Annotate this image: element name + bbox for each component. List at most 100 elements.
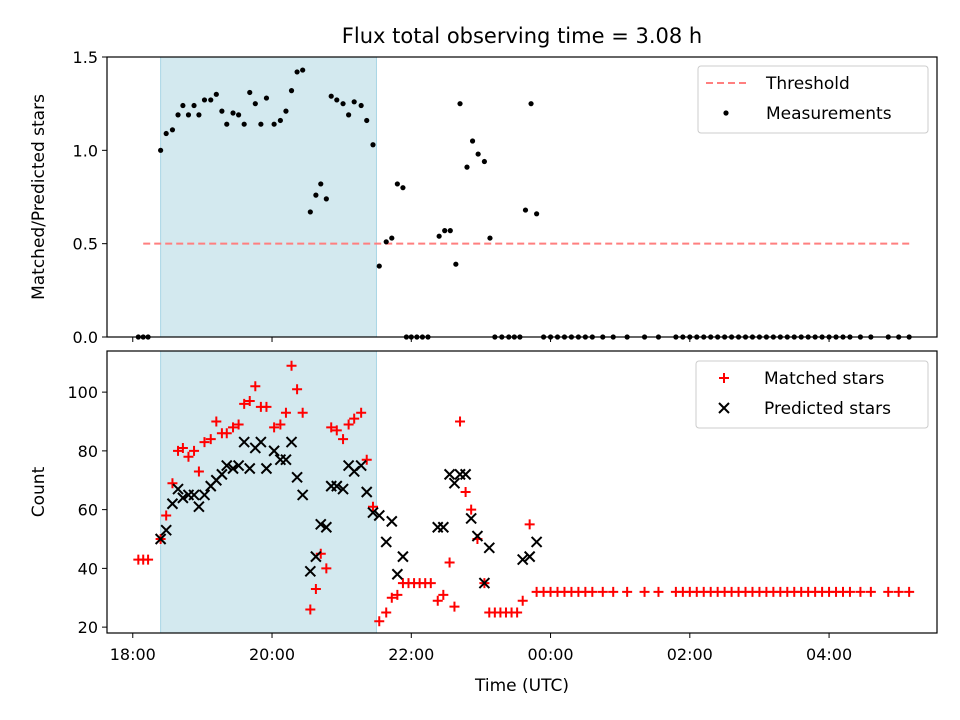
plot-frame xyxy=(106,56,938,338)
measurement-point xyxy=(318,181,324,187)
y-axis-label: Count xyxy=(29,466,49,517)
matched-point xyxy=(326,422,337,433)
legend-label: Threshold xyxy=(765,74,850,94)
measurement-point xyxy=(313,192,319,198)
predicted-point xyxy=(221,459,233,472)
y-tick-label: 20 xyxy=(78,618,98,637)
y-tick-label: 0.5 xyxy=(73,235,98,254)
matched-point xyxy=(361,454,372,465)
predicted-point xyxy=(523,550,536,563)
predicted-point xyxy=(367,506,379,519)
plot-frame xyxy=(106,350,938,634)
matched-point xyxy=(338,434,349,445)
measurement-point xyxy=(201,97,208,103)
measurement-point xyxy=(213,91,219,97)
measurement-point xyxy=(252,101,258,107)
matched-point xyxy=(205,434,216,445)
measurement-point xyxy=(346,112,352,118)
predicted-point xyxy=(154,533,167,545)
predicted-point xyxy=(188,489,200,501)
matched-point xyxy=(261,401,272,412)
y-tick-label: 1.5 xyxy=(73,48,98,67)
matched-point xyxy=(297,407,308,418)
matched-point xyxy=(438,589,449,600)
predicted-point xyxy=(198,489,211,501)
matched-point xyxy=(512,607,523,618)
predicted-point xyxy=(373,509,385,522)
matched-point xyxy=(183,451,194,462)
legend-predicted-swatch xyxy=(718,402,730,414)
measurement-point xyxy=(283,108,289,114)
measurement-point xyxy=(457,101,463,107)
matched-point xyxy=(466,504,477,515)
matched-point xyxy=(883,586,894,597)
matched-point xyxy=(286,360,297,371)
matched-point xyxy=(244,395,255,406)
y-tick-label: 1.0 xyxy=(73,141,98,160)
measurement-point xyxy=(475,151,481,157)
predicted-point xyxy=(437,521,450,533)
ratio-panel: 0.0 0.5 1.0 1.5 Matched/Predicted stars Thres… xyxy=(29,48,938,347)
matched-point xyxy=(517,595,528,606)
predicted-point xyxy=(320,521,333,533)
predicted-point xyxy=(177,492,189,504)
matched-point xyxy=(893,586,904,597)
y-tick-label: 0.0 xyxy=(73,328,98,347)
measurement-point xyxy=(196,112,202,118)
measurement-point xyxy=(447,228,453,234)
predicted-point xyxy=(268,445,280,457)
measurement-point xyxy=(351,99,357,105)
matched-point xyxy=(904,586,915,597)
y-tick-label: 80 xyxy=(78,442,98,461)
measurement-point xyxy=(400,185,406,191)
measurement-point xyxy=(191,102,197,109)
measurement-point xyxy=(247,89,253,96)
matched-point xyxy=(221,428,232,439)
measurement-point xyxy=(158,147,164,153)
measurement-point xyxy=(383,239,389,245)
legend-measurement-swatch xyxy=(723,110,729,116)
measurement-point xyxy=(219,108,225,114)
matched-point xyxy=(855,586,866,597)
matched-point xyxy=(331,425,342,436)
predicted-point xyxy=(166,498,179,510)
measurement-point xyxy=(300,67,306,73)
matched-point xyxy=(524,519,535,530)
measurement-point xyxy=(258,121,264,127)
predicted-point xyxy=(310,550,322,563)
matched-point xyxy=(425,578,436,589)
matched-point xyxy=(239,398,250,409)
measurement-point xyxy=(340,101,346,107)
matched-point xyxy=(455,416,466,427)
predicted-point xyxy=(454,468,466,481)
measurement-point xyxy=(271,121,277,127)
chart-title: Flux total observing time = 3.08 h xyxy=(342,24,702,48)
matched-point xyxy=(233,419,244,430)
measurement-point xyxy=(236,112,242,118)
predicted-point xyxy=(397,550,409,563)
predicted-point xyxy=(530,536,543,548)
matched-point xyxy=(275,419,286,430)
predicted-point xyxy=(260,462,273,475)
predicted-point xyxy=(172,483,184,495)
measurement-point xyxy=(534,211,540,217)
predicted-point xyxy=(296,489,309,501)
y-tick-label: 100 xyxy=(67,383,98,402)
measurement-point xyxy=(376,263,382,269)
measurement-point xyxy=(175,112,181,118)
matched-point xyxy=(639,586,650,597)
predicted-point xyxy=(361,486,373,498)
measurement-point xyxy=(323,196,329,202)
matched-point xyxy=(597,586,608,597)
predicted-point xyxy=(193,500,205,513)
predicted-point xyxy=(238,436,250,448)
predicted-point xyxy=(478,577,491,589)
matched-point xyxy=(161,510,172,521)
matched-point xyxy=(374,616,385,627)
measurement-point xyxy=(469,138,476,144)
predicted-point xyxy=(255,436,267,448)
matched-point xyxy=(321,563,332,574)
matched-point xyxy=(250,381,261,392)
matched-point xyxy=(167,478,178,489)
